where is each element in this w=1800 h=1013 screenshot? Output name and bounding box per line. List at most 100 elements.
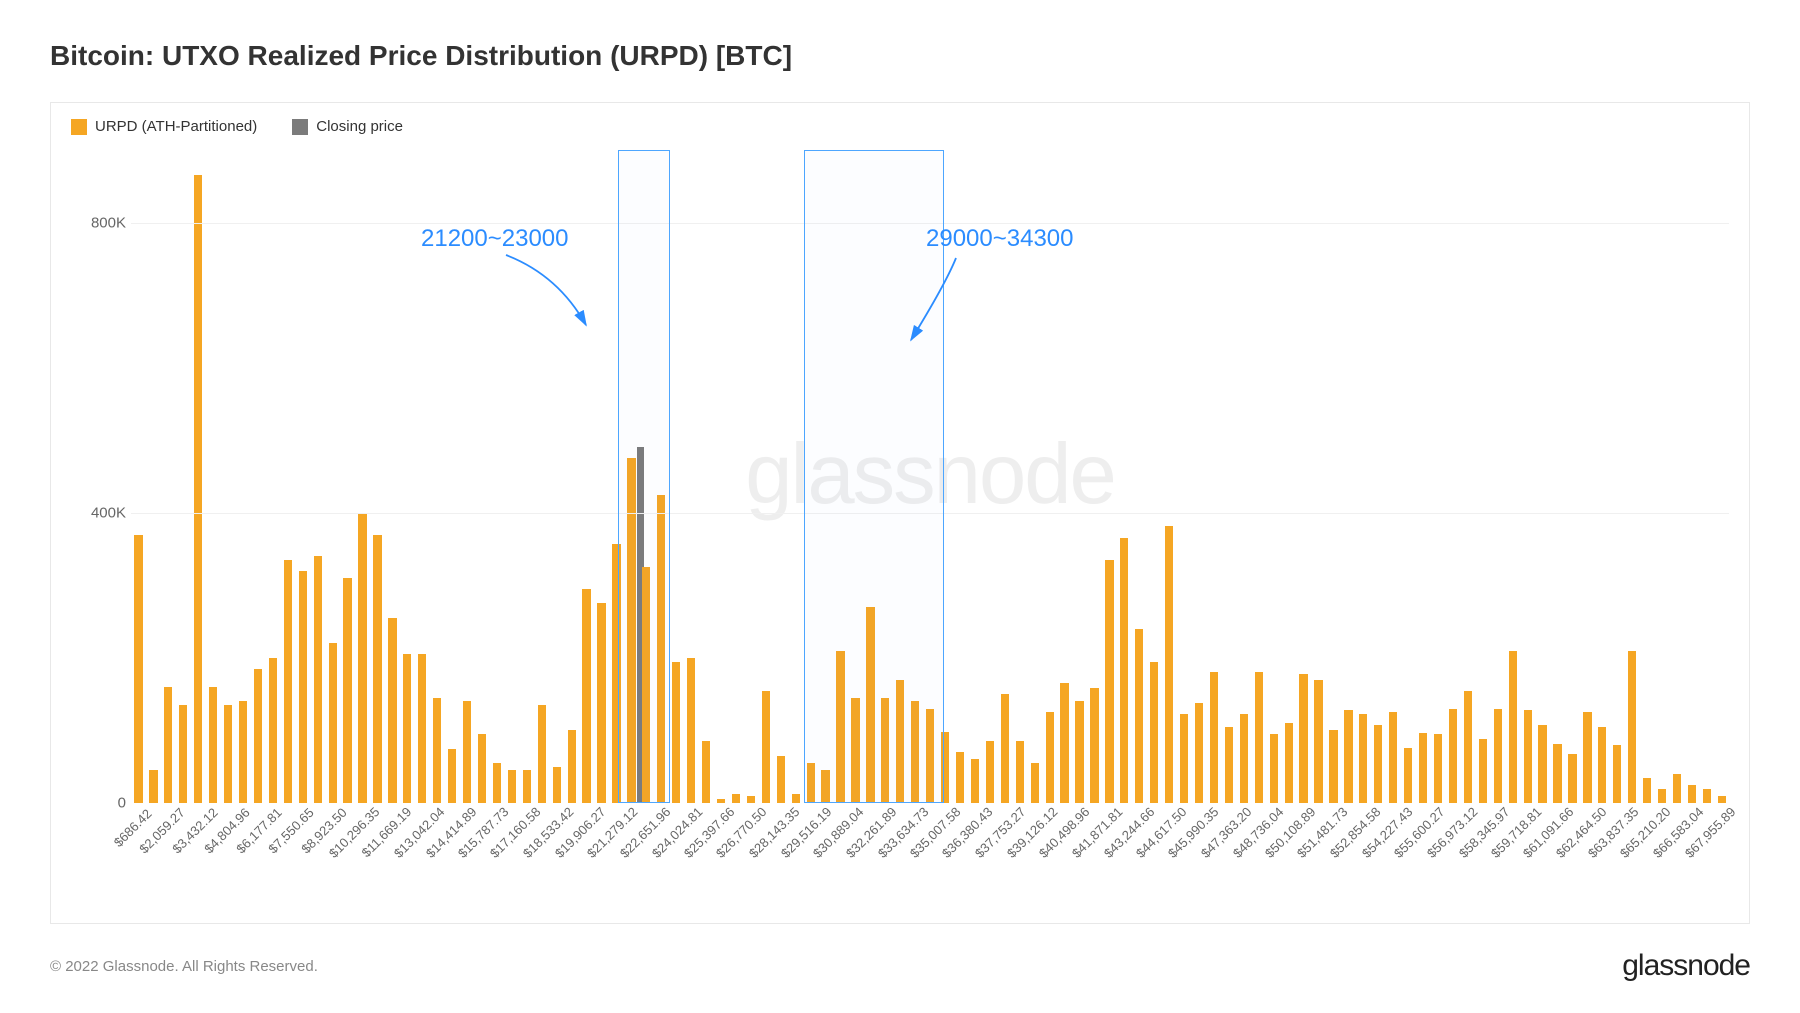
bar-slot: [1117, 150, 1132, 803]
x-slot: $21,279.12: [615, 803, 631, 923]
x-axis: $686.42$2,059.27$3,432.12$4,804.96$6,177…: [131, 803, 1729, 923]
x-slot: $35,007.58: [938, 803, 954, 923]
bar-slot: [863, 150, 878, 803]
bar-slot: [549, 150, 564, 803]
bar-slot: [1236, 150, 1251, 803]
bar-slot: [579, 150, 594, 803]
bar-slot: [534, 150, 549, 803]
bar-slot: [803, 150, 818, 803]
bar-slot: [654, 150, 669, 803]
bar: [1075, 701, 1083, 803]
bar-slot: [385, 150, 400, 803]
bar: [1314, 680, 1322, 803]
bar-slot: [1401, 150, 1416, 803]
bar: [1643, 778, 1651, 803]
bar-slot: [893, 150, 908, 803]
bar: [1509, 651, 1517, 803]
x-slot: $32,261.89: [873, 803, 889, 923]
x-slot: $6,177.81: [260, 803, 276, 923]
bar-slot: [564, 150, 579, 803]
bar: [851, 698, 859, 803]
y-tick: 800K: [91, 214, 126, 231]
bar-slot: [758, 150, 773, 803]
bar-slot: [1625, 150, 1640, 803]
bar: [254, 669, 262, 803]
bar-slot: [743, 150, 758, 803]
bar: [1299, 674, 1307, 803]
bar-slot: [430, 150, 445, 803]
x-slot: $51,481.73: [1325, 803, 1341, 923]
bar-slot: [1460, 150, 1475, 803]
footer: © 2022 Glassnode. All Rights Reserved. g…: [50, 949, 1750, 983]
bar: [463, 701, 471, 803]
bar: [657, 495, 665, 803]
bar-slot: [1505, 150, 1520, 803]
bar-slot: [878, 150, 893, 803]
bar: [164, 687, 172, 803]
x-slot: $47,363.20: [1229, 803, 1245, 923]
bar-slot: [340, 150, 355, 803]
brand-logo: glassnode: [1622, 949, 1750, 983]
bar: [538, 705, 546, 803]
bar-slot: [997, 150, 1012, 803]
bar-slot: [161, 150, 176, 803]
bar-slot: [1132, 150, 1147, 803]
bar: [1120, 538, 1128, 803]
x-slot: $62,464.50: [1584, 803, 1600, 923]
bar: [1658, 789, 1666, 804]
bar-slot: [1595, 150, 1610, 803]
bar: [1464, 691, 1472, 803]
bar: [1285, 723, 1293, 803]
x-slot: $4,804.96: [228, 803, 244, 923]
x-slot: $55,600.27: [1422, 803, 1438, 923]
bar: [194, 175, 202, 803]
bar: [1270, 734, 1278, 803]
x-slot: $61,091.66: [1551, 803, 1567, 923]
bar: [179, 705, 187, 803]
x-slot: $8,923.50: [325, 803, 341, 923]
bar-slot: [968, 150, 983, 803]
bar: [1210, 672, 1218, 803]
bar-slot: [1311, 150, 1326, 803]
bar: [299, 571, 307, 803]
bar: [329, 643, 337, 803]
bar: [1538, 725, 1546, 803]
legend-item-urpd: URPD (ATH-Partitioned): [71, 118, 257, 135]
bar: [358, 513, 366, 803]
bar: [836, 651, 844, 803]
bar-slot: [1087, 150, 1102, 803]
x-slot: $17,160.58: [518, 803, 534, 923]
bar-slot: [295, 150, 310, 803]
legend-item-closing: Closing price: [292, 118, 403, 135]
bar: [388, 618, 396, 803]
x-slot: $10,296.35: [357, 803, 373, 923]
bar: [1255, 672, 1263, 803]
x-slot: $2,059.27: [163, 803, 179, 923]
legend: URPD (ATH-Partitioned) Closing price: [51, 103, 1749, 150]
bar-slot: [519, 150, 534, 803]
bar: [747, 796, 755, 803]
x-slot: $28,143.35: [777, 803, 793, 923]
bar-slot: [1221, 150, 1236, 803]
bar-slot: [788, 150, 803, 803]
bar: [478, 734, 486, 803]
bar-slot: [1699, 150, 1714, 803]
bar: [1180, 714, 1188, 803]
bar-slot: [400, 150, 415, 803]
bar: [1240, 714, 1248, 803]
bar: [777, 756, 785, 803]
gridline: [131, 223, 1729, 224]
bar-slot: [923, 150, 938, 803]
bar: [1344, 710, 1352, 803]
bar: [224, 705, 232, 803]
x-slot: $41,871.81: [1099, 803, 1115, 923]
x-slot: $11,669.19: [389, 803, 405, 923]
bar-slot: [310, 150, 325, 803]
x-slot: $43,244.66: [1132, 803, 1148, 923]
bar: [1553, 744, 1561, 803]
bar: [433, 698, 441, 803]
bar-slot: [475, 150, 490, 803]
bar-slot: [1446, 150, 1461, 803]
bar-slot: [624, 150, 639, 803]
bar-slot: [1341, 150, 1356, 803]
